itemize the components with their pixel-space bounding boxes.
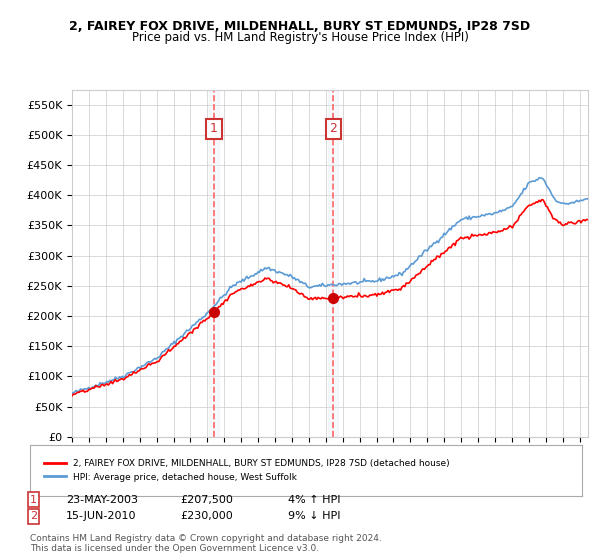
Text: 9% ↓ HPI: 9% ↓ HPI: [288, 511, 341, 521]
Text: 4% ↑ HPI: 4% ↑ HPI: [288, 494, 341, 505]
Text: 1: 1: [210, 122, 218, 136]
Text: Price paid vs. HM Land Registry's House Price Index (HPI): Price paid vs. HM Land Registry's House …: [131, 31, 469, 44]
Text: 2: 2: [30, 511, 37, 521]
Text: Contains HM Land Registry data © Crown copyright and database right 2024.
This d: Contains HM Land Registry data © Crown c…: [30, 534, 382, 553]
Text: £207,500: £207,500: [180, 494, 233, 505]
Bar: [328, 90, 338, 437]
Text: 2: 2: [329, 122, 337, 136]
Text: 1: 1: [30, 494, 37, 505]
Text: 2, FAIREY FOX DRIVE, MILDENHALL, BURY ST EDMUNDS, IP28 7SD: 2, FAIREY FOX DRIVE, MILDENHALL, BURY ST…: [70, 20, 530, 32]
Bar: [209, 90, 219, 437]
Text: 23-MAY-2003: 23-MAY-2003: [66, 494, 138, 505]
Legend: 2, FAIREY FOX DRIVE, MILDENHALL, BURY ST EDMUNDS, IP28 7SD (detached house), HPI: 2, FAIREY FOX DRIVE, MILDENHALL, BURY ST…: [40, 455, 454, 486]
Text: 15-JUN-2010: 15-JUN-2010: [66, 511, 137, 521]
Text: £230,000: £230,000: [180, 511, 233, 521]
